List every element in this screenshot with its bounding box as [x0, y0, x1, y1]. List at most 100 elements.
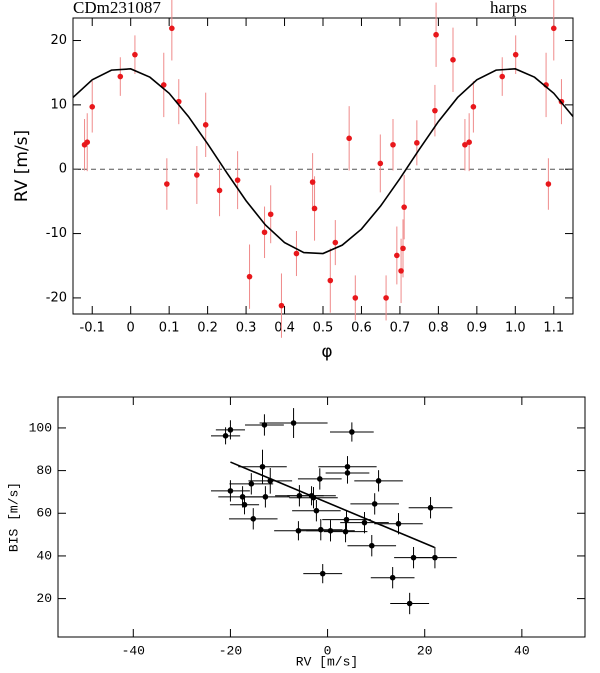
y-tick-label: 20 — [36, 591, 52, 606]
data-point — [311, 205, 318, 212]
fit-line — [230, 461, 435, 549]
data-point — [84, 139, 91, 145]
data-point — [317, 526, 324, 533]
y-tick-label: -20 — [46, 290, 67, 305]
data-point — [89, 104, 96, 110]
data-point — [160, 82, 167, 88]
data-point — [296, 492, 303, 499]
chart-subtitle: harps — [490, 0, 527, 17]
data-point — [246, 273, 253, 280]
x-tick-label: 0 — [127, 321, 135, 336]
data-point — [259, 463, 266, 470]
data-point — [401, 204, 407, 210]
data-point — [343, 516, 350, 523]
data-point — [169, 25, 175, 32]
data-point — [432, 554, 438, 561]
data-point — [234, 177, 241, 183]
data-point — [327, 527, 334, 534]
data-point — [239, 494, 246, 500]
x-tick-label: 0.8 — [428, 321, 449, 336]
data-point — [390, 141, 396, 148]
x-tick-label: 40 — [514, 643, 530, 658]
data-point — [261, 229, 268, 236]
data-point — [194, 172, 200, 178]
data-point — [332, 239, 339, 246]
x-axis-label: RV [m/s] — [296, 654, 358, 669]
y-axis-label: BIS [m/s] — [6, 482, 21, 552]
data-point — [344, 470, 351, 476]
data-point — [406, 600, 413, 607]
data-point — [241, 501, 248, 508]
x-tick-label: 0.1 — [159, 321, 180, 336]
data-point — [389, 574, 396, 581]
data-point — [427, 504, 434, 511]
data-point — [267, 211, 274, 218]
fit-line — [72, 68, 574, 255]
y-tick-label: 20 — [50, 33, 67, 48]
data-point — [433, 31, 439, 38]
data-point — [394, 252, 400, 259]
data-point — [499, 73, 506, 80]
data-point — [368, 542, 375, 549]
x-axis-label: φ — [321, 342, 332, 362]
data-point — [222, 433, 229, 439]
y-tick-label: 100 — [29, 420, 52, 435]
chart-title: CDm231087 — [73, 0, 161, 17]
data-point — [377, 160, 384, 167]
data-point — [466, 139, 472, 145]
y-axis-label: RV [m/s] — [12, 130, 32, 202]
data-point — [470, 104, 477, 110]
y-tick-label: 40 — [36, 548, 52, 563]
plot-frame — [72, 17, 574, 315]
y-tick-label: 10 — [50, 97, 67, 112]
data-point — [278, 302, 285, 309]
data-point — [512, 51, 519, 58]
x-tick-label: 0.7 — [390, 321, 411, 336]
data-point — [117, 73, 124, 80]
data-point — [309, 179, 316, 185]
data-point — [410, 554, 417, 561]
x-tick-label: -20 — [219, 643, 242, 658]
data-point — [248, 481, 255, 487]
data-point — [352, 295, 359, 301]
x-tick-label: 0.2 — [197, 321, 218, 336]
data-point — [346, 135, 352, 142]
x-tick-label: 1.0 — [505, 321, 526, 336]
data-point — [319, 570, 326, 577]
x-tick-label: 0.6 — [351, 321, 372, 336]
data-point — [344, 463, 351, 470]
data-point — [371, 501, 378, 507]
data-point — [262, 494, 269, 500]
data-point — [317, 476, 323, 482]
x-tick-label: 0.3 — [236, 321, 257, 336]
x-tick-label: 0.5 — [313, 321, 334, 336]
data-point — [361, 519, 368, 526]
x-tick-label: 0.9 — [467, 321, 488, 336]
data-point — [164, 181, 170, 187]
data-point — [327, 277, 334, 284]
data-point — [295, 527, 302, 534]
data-point — [250, 516, 257, 522]
y-tick-label: 0 — [59, 162, 67, 177]
data-point — [342, 528, 349, 535]
x-tick-label: -40 — [122, 643, 145, 658]
data-point — [261, 422, 268, 428]
data-point — [290, 420, 297, 426]
data-point — [450, 57, 456, 63]
data-point — [375, 478, 382, 484]
data-point — [383, 295, 389, 301]
x-tick-label: -0.1 — [80, 321, 105, 336]
data-point — [313, 507, 320, 514]
data-point — [227, 427, 234, 433]
data-point — [398, 268, 404, 274]
data-point — [132, 51, 138, 58]
x-tick-label: 1.1 — [543, 321, 564, 336]
data-point — [545, 181, 552, 187]
data-point — [432, 107, 438, 114]
x-tick-label: 0.4 — [274, 321, 295, 336]
data-point — [400, 245, 406, 252]
data-point — [349, 429, 355, 435]
data-point — [202, 122, 209, 128]
data-point — [550, 25, 557, 32]
